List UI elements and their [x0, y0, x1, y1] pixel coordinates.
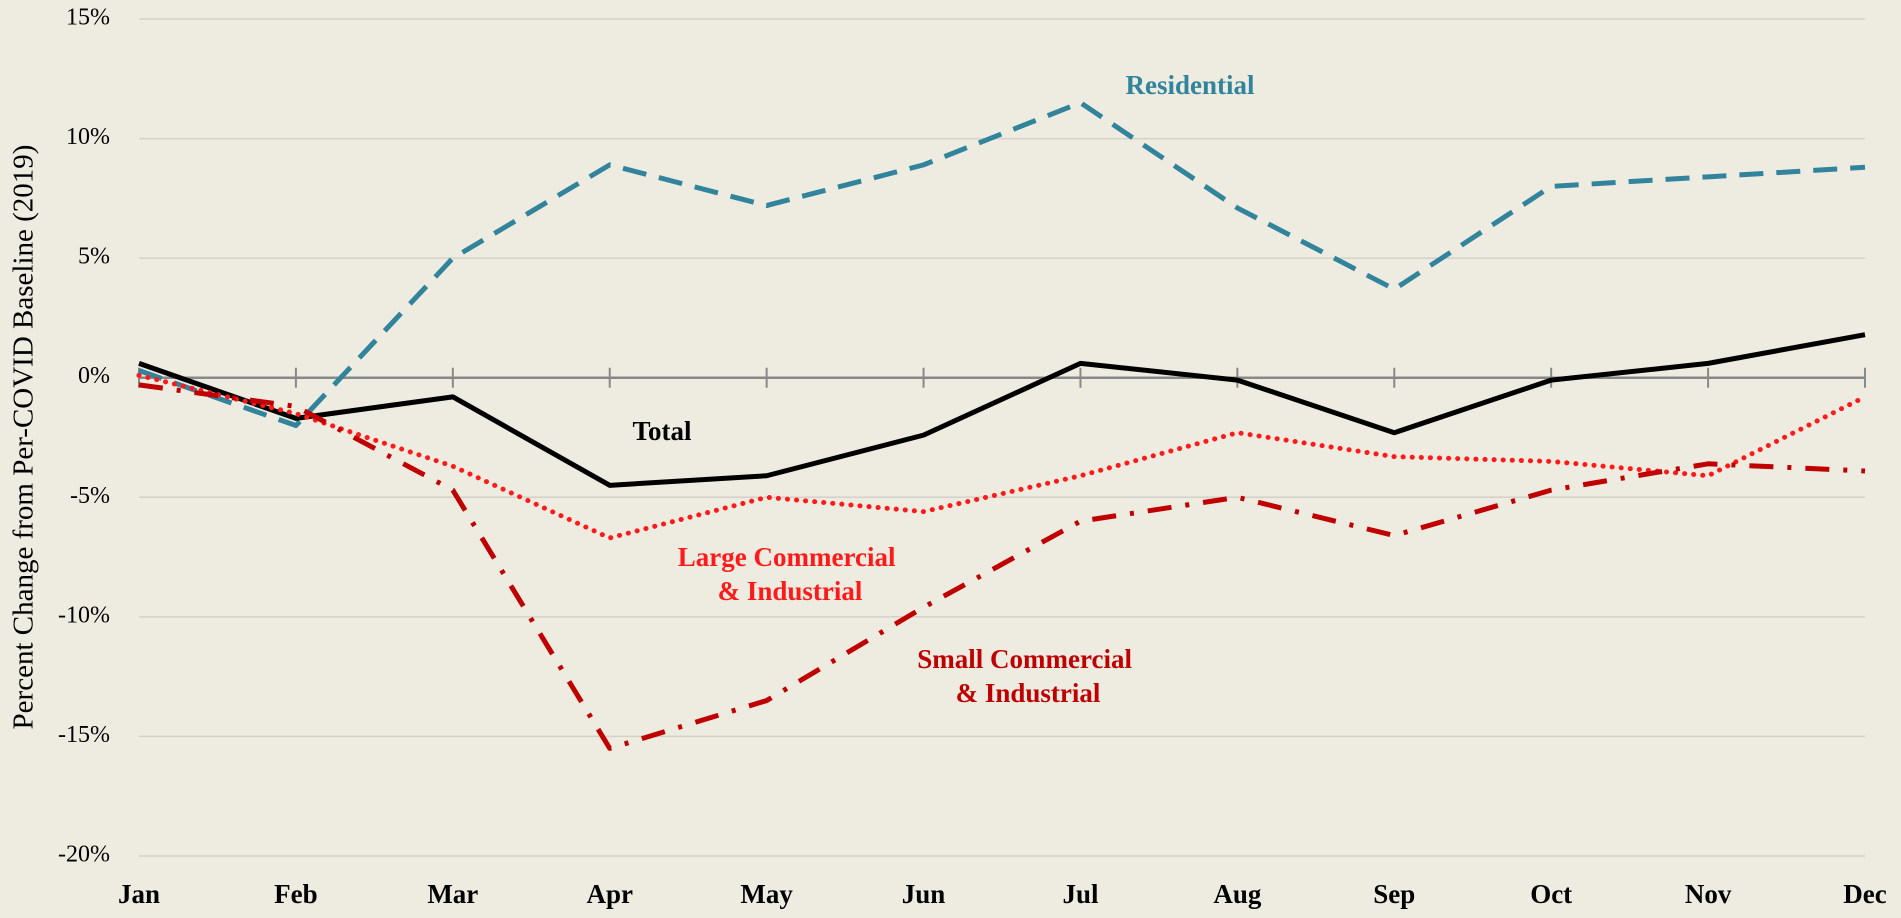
x-tick-label: Nov: [1685, 879, 1732, 909]
x-tick-label: Sep: [1373, 879, 1415, 909]
series-line: [138, 382, 1866, 751]
y-tick-label: -20%: [58, 842, 110, 868]
x-tick-label: Oct: [1530, 879, 1572, 909]
x-tick-label: Jul: [1062, 879, 1099, 909]
x-tick-label: Mar: [427, 879, 478, 909]
series-label: Residential: [1125, 70, 1255, 100]
x-tick-label: Jun: [902, 879, 946, 909]
y-tick-label: -10%: [58, 602, 110, 628]
y-tick-label: 5%: [78, 244, 110, 270]
y-tick-label: -5%: [70, 483, 110, 509]
y-tick-label: 0%: [78, 363, 110, 389]
x-tick-label: Dec: [1843, 879, 1886, 909]
series-line: [138, 100, 1866, 429]
y-tick-label: 10%: [66, 124, 110, 150]
series-line: [136, 372, 1868, 541]
y-tick-label: 15%: [66, 5, 110, 31]
series-label: Small Commercial & Industrial: [917, 644, 1138, 708]
y-axis-label: Percent Change from Per-COVID Baseline (…: [8, 145, 40, 730]
series-label: Large Commercial & Industrial: [678, 542, 902, 606]
x-tick-label: Apr: [586, 879, 633, 909]
x-tick-label: Feb: [274, 879, 318, 909]
x-tick-label: May: [740, 879, 793, 909]
series-label: Total: [632, 416, 692, 446]
x-tick-label: Aug: [1213, 879, 1262, 909]
x-tick-label: Jan: [118, 879, 160, 909]
y-tick-label: -15%: [58, 722, 110, 748]
series-line: [138, 332, 1866, 488]
